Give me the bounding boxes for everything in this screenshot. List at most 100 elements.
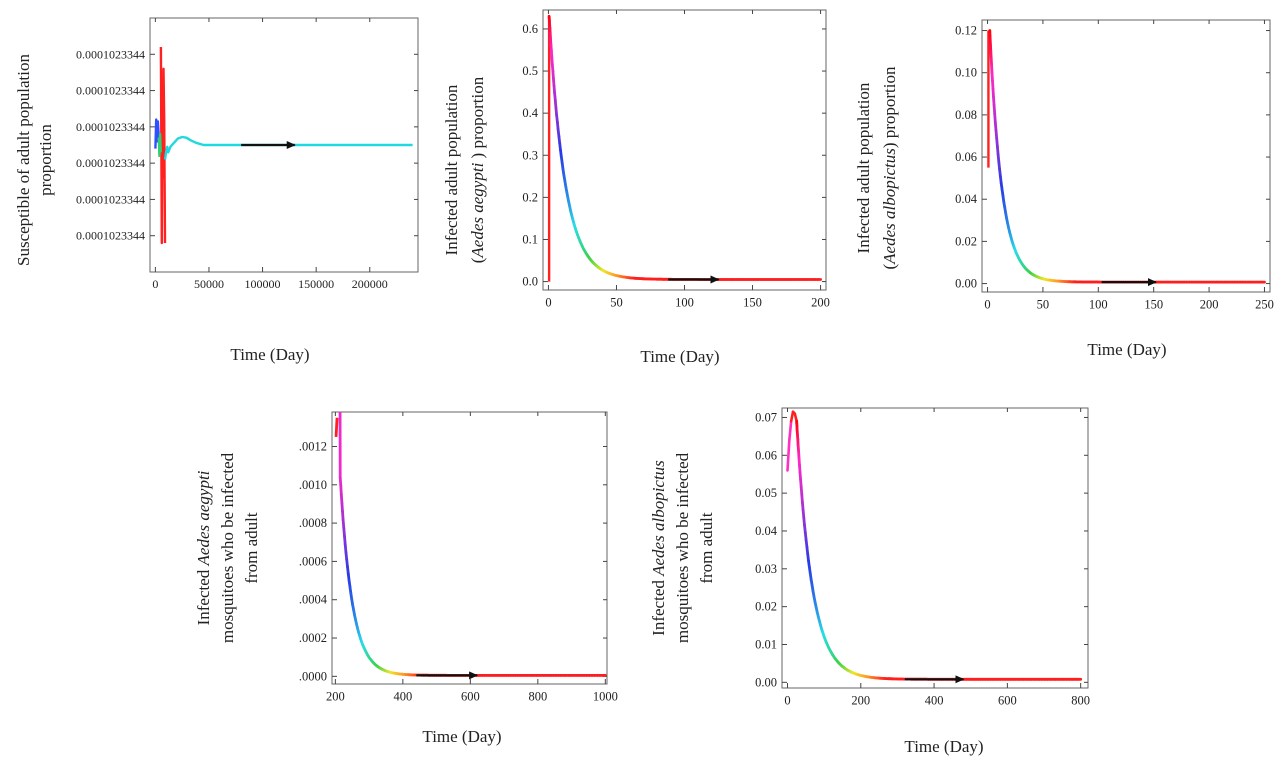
- y-tick-label: .0000: [299, 669, 327, 683]
- x-axis-label: Time (Day): [422, 727, 501, 746]
- y-tick-label: 0.1: [522, 232, 538, 246]
- y-axis-label-line: Infected adult population: [854, 82, 873, 253]
- y-tick-label: .0006: [299, 554, 327, 568]
- x-tick-label: 0: [152, 277, 158, 291]
- y-axis-label-line: Infected adult population: [442, 84, 461, 255]
- x-tick-label: 1000: [593, 690, 618, 704]
- y-axis-label-line: Susceptible of adult population: [14, 54, 33, 266]
- x-tick-label: 100000: [245, 277, 281, 291]
- x-tick-label: 0: [984, 298, 990, 312]
- x-tick-label: 100: [675, 296, 694, 310]
- y-tick-label: 0.2: [522, 190, 538, 204]
- decay-segment: [340, 501, 344, 513]
- y-tick-label: 0.05: [755, 486, 777, 500]
- plot-frame: [542, 9, 827, 291]
- x-tick-label: 200: [326, 690, 345, 704]
- y-axis-label-line: mosquitoes who be infected: [673, 452, 692, 643]
- y-axis-label-line: mosquitoes who be infected: [218, 452, 237, 643]
- y-axis-label-line: Infected Aedes albopictus: [649, 460, 668, 636]
- decay-segment: [338, 475, 343, 488]
- y-tick-label: 0.12: [955, 24, 977, 38]
- x-tick-label: 400: [393, 690, 412, 704]
- x-axis-label: Time (Day): [904, 737, 983, 756]
- y-axis-label-line: from adult: [697, 512, 716, 584]
- x-tick-label: 800: [528, 690, 547, 704]
- y-tick-label: 0.06: [755, 448, 777, 462]
- y-tick-label: 0.06: [955, 150, 977, 164]
- rise-segment: [788, 419, 793, 442]
- x-tick-label: 0: [784, 694, 790, 708]
- chart-p3: 0 50 100 150 200 250 0.00 0.02 0.04 0.06 0.08 0.10 0…: [854, 19, 1274, 359]
- y-axis-label-line: Infected Aedes aegypti: [194, 470, 213, 625]
- y-tick-label: 0.0001023344: [76, 156, 145, 170]
- y-tick-label: 0.03: [755, 562, 777, 576]
- y-tick-label: 0.0001023344: [76, 229, 145, 243]
- y-tick-label: 0.5: [522, 64, 538, 78]
- y-tick-label: 0.07: [755, 410, 777, 424]
- y-tick-label: 0.01: [755, 637, 777, 651]
- x-tick-label: 200: [851, 694, 870, 708]
- chart-p5: 0 200 400 600 800 0.00 0.01 0.02 0.03 0.04 0.05 0.0…: [649, 407, 1090, 756]
- x-axis-label: Time (Day): [230, 345, 309, 364]
- y-tick-label: .0008: [299, 516, 327, 530]
- y-tick-label: .0010: [299, 478, 327, 492]
- x-tick-label: 800: [1071, 694, 1090, 708]
- x-axis-label: Time (Day): [640, 347, 719, 366]
- y-axis-label-line: from adult: [242, 512, 261, 584]
- series-group: [547, 14, 822, 282]
- chart-p1: 0 50000 100000 150000 200000 0.0001023344 0.00…: [14, 17, 419, 364]
- y-tick-label: .0012: [299, 439, 327, 453]
- y-tick-label: 0.0: [522, 275, 538, 289]
- y-tick-label: 0.02: [955, 234, 977, 248]
- plot-frame: [981, 19, 1271, 293]
- x-tick-label: 600: [461, 690, 480, 704]
- series-line-2: [154, 118, 160, 149]
- y-tick-label: 0.04: [955, 192, 978, 206]
- x-tick-label: 50000: [194, 277, 224, 291]
- y-tick-label: 0.3: [522, 148, 538, 162]
- plot-frame: [781, 407, 1089, 689]
- x-tick-label: 200: [811, 296, 830, 310]
- decay-segment: [338, 412, 342, 479]
- x-tick-label: 50: [1037, 298, 1050, 312]
- y-axis-label-line: (Aedes aegypti ) proportion: [468, 76, 487, 263]
- decay-segment: [341, 509, 345, 522]
- y-tick-label: 0.04: [755, 524, 778, 538]
- x-tick-label: 150: [743, 296, 762, 310]
- y-tick-label: 0.6: [522, 22, 538, 36]
- x-tick-label: 250: [1255, 298, 1274, 312]
- x-tick-label: 200000: [352, 277, 388, 291]
- x-tick-label: 400: [925, 694, 944, 708]
- x-tick-label: 600: [998, 694, 1017, 708]
- y-tick-label: .0004: [299, 593, 328, 607]
- decay-segment: [339, 484, 343, 496]
- y-tick-label: 0.00: [955, 277, 977, 291]
- rise-segment: [789, 410, 795, 423]
- chart-p4: 200 400 600 800 1000 .0000 .0002 .0004 .0006 .000…: [194, 411, 618, 746]
- decay-segment: [339, 492, 344, 505]
- series-group: [987, 29, 1266, 284]
- plot-frame: [331, 411, 608, 685]
- y-tick-label: 0.4: [522, 106, 538, 120]
- y-tick-label: 0.0001023344: [76, 192, 145, 206]
- y-tick-label: 0.0001023344: [76, 120, 145, 134]
- y-tick-label: 0.0001023344: [76, 47, 145, 61]
- x-tick-label: 50: [610, 296, 623, 310]
- y-tick-label: 0.10: [955, 66, 977, 80]
- x-axis-label: Time (Day): [1087, 340, 1166, 359]
- series-line-1: [159, 46, 167, 245]
- y-tick-label: 0.00: [755, 675, 777, 689]
- x-tick-label: 200: [1200, 298, 1219, 312]
- y-tick-label: 0.0001023344: [76, 84, 145, 98]
- y-axis-label-line: (Aedes albopictus) proportion: [880, 66, 899, 270]
- x-tick-label: 150: [1144, 298, 1163, 312]
- x-tick-label: 0: [545, 296, 551, 310]
- rise-segment: [786, 438, 791, 472]
- chart-p2: 0 50 100 150 200 0.0 0.1 0.2 0.3 0.4 0.5 0.6 Time (D…: [442, 9, 830, 366]
- initial-peak: [334, 417, 339, 437]
- y-tick-label: 0.08: [955, 108, 977, 122]
- x-tick-label: 100: [1089, 298, 1108, 312]
- y-tick-label: 0.02: [755, 600, 777, 614]
- y-axis-label-line: proportion: [36, 124, 55, 196]
